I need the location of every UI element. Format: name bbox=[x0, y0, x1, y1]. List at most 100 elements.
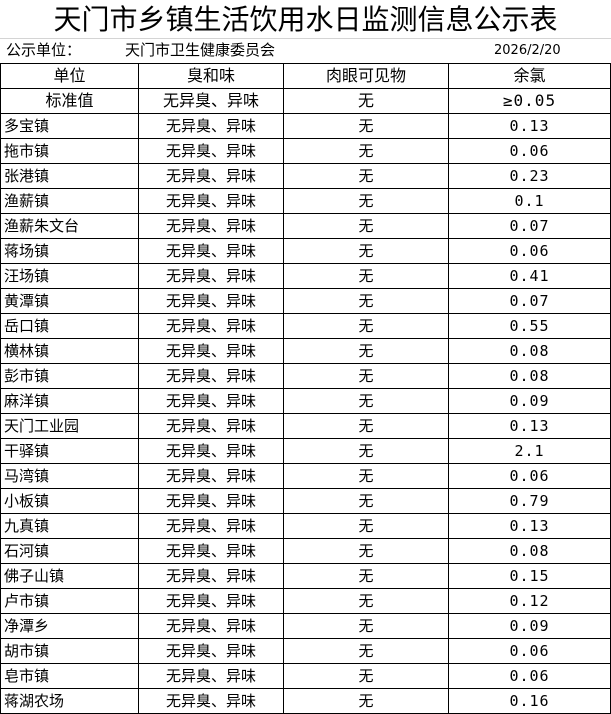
table-header-row: 单位 臭和味 肉眼可见物 余氯 bbox=[0, 63, 611, 89]
cell-visible: 无 bbox=[283, 288, 449, 314]
cell-odor: 无异臭、异味 bbox=[138, 613, 284, 639]
cell-name: 佛子山镇 bbox=[0, 563, 139, 589]
cell-odor: 无异臭、异味 bbox=[138, 163, 284, 189]
cell-visible: 无 bbox=[283, 463, 449, 489]
cell-name: 马湾镇 bbox=[0, 463, 139, 489]
cell-chlorine: 0.15 bbox=[448, 563, 611, 589]
cell-chlorine: 0.08 bbox=[448, 363, 611, 389]
cell-name: 皂市镇 bbox=[0, 663, 139, 689]
cell-odor: 无异臭、异味 bbox=[138, 638, 284, 664]
cell-odor: 无异臭、异味 bbox=[138, 138, 284, 164]
column-header: 单位 bbox=[0, 63, 139, 89]
table-row: 张港镇 无异臭、异味无 0.23 bbox=[0, 163, 611, 189]
cell-visible: 无 bbox=[283, 388, 449, 414]
cell-name: 渔薪镇 bbox=[0, 188, 139, 214]
cell-chlorine: 0.06 bbox=[448, 663, 611, 689]
cell-visible: 无 bbox=[283, 663, 449, 689]
table-row: 蒋场镇 无异臭、异味无 0.06 bbox=[0, 238, 611, 264]
cell-odor: 无异臭、异味 bbox=[138, 113, 284, 139]
cell-chlorine: 0.13 bbox=[448, 413, 611, 439]
cell-chlorine: 0.06 bbox=[448, 238, 611, 264]
cell-chlorine: 0.13 bbox=[448, 113, 611, 139]
standard-row: 标准值 无异臭、异味 无 ≥0.05 bbox=[0, 88, 611, 114]
cell-odor: 无异臭、异味 bbox=[138, 488, 284, 514]
column-header: 余氯 bbox=[448, 63, 611, 89]
cell-odor: 无异臭、异味 bbox=[138, 313, 284, 339]
table-row: 蒋湖农场 无异臭、异味无 0.16 bbox=[0, 688, 611, 714]
table-row: 九真镇 无异臭、异味无 0.13 bbox=[0, 513, 611, 539]
table-row: 岳口镇 无异臭、异味无 0.55 bbox=[0, 313, 611, 339]
table-row: 佛子山镇 无异臭、异味无 0.15 bbox=[0, 563, 611, 589]
cell-visible: 无 bbox=[283, 313, 449, 339]
table-row: 胡市镇 无异臭、异味无 0.06 bbox=[0, 638, 611, 664]
cell-visible: 无 bbox=[283, 563, 449, 589]
cell-odor: 无异臭、异味 bbox=[138, 513, 284, 539]
cell-name: 卢市镇 bbox=[0, 588, 139, 614]
cell-odor: 无异臭、异味 bbox=[138, 413, 284, 439]
table-row: 横林镇 无异臭、异味无 0.08 bbox=[0, 338, 611, 364]
cell-chlorine: 0.06 bbox=[448, 138, 611, 164]
cell-odor: 无异臭、异味 bbox=[138, 338, 284, 364]
cell-visible: 无 bbox=[283, 413, 449, 439]
cell-chlorine: 0.12 bbox=[448, 588, 611, 614]
date: 2026/2/20 bbox=[494, 43, 561, 58]
cell-visible: 无 bbox=[283, 513, 449, 539]
cell-chlorine: 0.79 bbox=[448, 488, 611, 514]
cell-visible: 无 bbox=[283, 163, 449, 189]
cell-chlorine: 0.1 bbox=[448, 188, 611, 214]
cell-visible: 无 bbox=[283, 138, 449, 164]
info-row: 公示单位： 天门市卫生健康委员会 2026/2/20 bbox=[0, 38, 611, 63]
cell-visible: 无 bbox=[283, 488, 449, 514]
cell-name: 汪场镇 bbox=[0, 263, 139, 289]
table-row: 小板镇 无异臭、异味无 0.79 bbox=[0, 488, 611, 514]
cell-name: 麻洋镇 bbox=[0, 388, 139, 414]
cell-name: 张港镇 bbox=[0, 163, 139, 189]
cell-chlorine: 0.13 bbox=[448, 513, 611, 539]
cell-chlorine: 0.23 bbox=[448, 163, 611, 189]
table-row: 黄潭镇 无异臭、异味无 0.07 bbox=[0, 288, 611, 314]
cell-visible: 无 bbox=[283, 113, 449, 139]
cell-name: 横林镇 bbox=[0, 338, 139, 364]
cell-visible: 无 bbox=[283, 688, 449, 714]
cell-name: 干驿镇 bbox=[0, 438, 139, 464]
table-row: 汪场镇 无异臭、异味无 0.41 bbox=[0, 263, 611, 289]
cell-visible: 无 bbox=[283, 638, 449, 664]
cell-chlorine: 0.07 bbox=[448, 288, 611, 314]
cell-chlorine: 0.16 bbox=[448, 688, 611, 714]
cell-name: 黄潭镇 bbox=[0, 288, 139, 314]
cell-name: 胡市镇 bbox=[0, 638, 139, 664]
cell-odor: 无异臭、异味 bbox=[138, 263, 284, 289]
cell-name: 蒋湖农场 bbox=[0, 688, 139, 714]
table-row: 多宝镇 无异臭、异味无 0.13 bbox=[0, 113, 611, 139]
cell-visible: 无 bbox=[283, 538, 449, 564]
cell-odor: 无异臭、异味 bbox=[138, 88, 284, 114]
table-row: 石河镇 无异臭、异味无 0.08 bbox=[0, 538, 611, 564]
cell-name: 岳口镇 bbox=[0, 313, 139, 339]
cell-visible: 无 bbox=[283, 263, 449, 289]
column-header: 臭和味 bbox=[138, 63, 284, 89]
cell-odor: 无异臭、异味 bbox=[138, 588, 284, 614]
cell-chlorine: 0.08 bbox=[448, 338, 611, 364]
cell-name: 净潭乡 bbox=[0, 613, 139, 639]
table-row: 拖市镇 无异臭、异味无 0.06 bbox=[0, 138, 611, 164]
table-row: 渔薪朱文台 无异臭、异味无 0.07 bbox=[0, 213, 611, 239]
cell-visible: 无 bbox=[283, 613, 449, 639]
cell-name: 小板镇 bbox=[0, 488, 139, 514]
cell-odor: 无异臭、异味 bbox=[138, 563, 284, 589]
table-row: 彭市镇 无异臭、异味无 0.08 bbox=[0, 363, 611, 389]
cell-visible: 无 bbox=[283, 88, 449, 114]
cell-visible: 无 bbox=[283, 338, 449, 364]
cell-chlorine: 0.09 bbox=[448, 388, 611, 414]
cell-odor: 无异臭、异味 bbox=[138, 438, 284, 464]
table-row: 马湾镇 无异臭、异味无 0.06 bbox=[0, 463, 611, 489]
table-row: 天门工业园 无异臭、异味无 0.13 bbox=[0, 413, 611, 439]
cell-chlorine: 0.06 bbox=[448, 638, 611, 664]
cell-odor: 无异臭、异味 bbox=[138, 388, 284, 414]
cell-chlorine: 2.1 bbox=[448, 438, 611, 464]
cell-chlorine: 0.09 bbox=[448, 613, 611, 639]
unit-value: 天门市卫生健康委员会 bbox=[125, 41, 276, 59]
cell-name: 渔薪朱文台 bbox=[0, 213, 139, 239]
cell-visible: 无 bbox=[283, 238, 449, 264]
cell-visible: 无 bbox=[283, 438, 449, 464]
